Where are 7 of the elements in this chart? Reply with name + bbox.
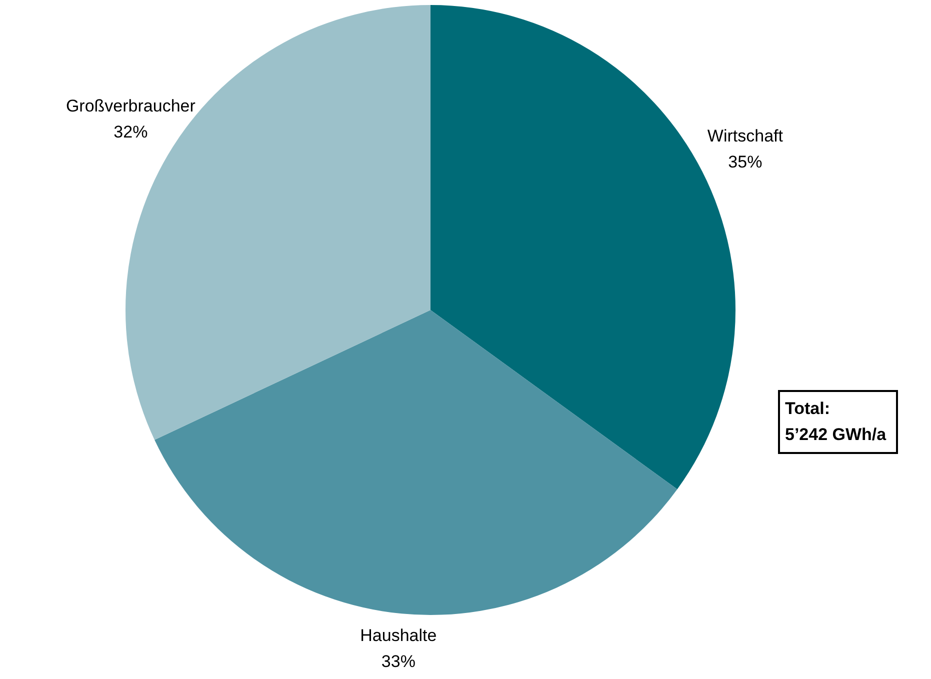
slice-label: Haushalte	[360, 626, 437, 645]
data-label: 35%	[728, 152, 762, 172]
slice-label: Großverbraucher	[66, 96, 196, 116]
text: Total: 5’242 GWh/a	[778, 390, 898, 454]
slice-label: Wirtschaft	[707, 126, 784, 146]
data-label: 32%	[114, 122, 148, 142]
data-label: 33%	[381, 652, 416, 671]
